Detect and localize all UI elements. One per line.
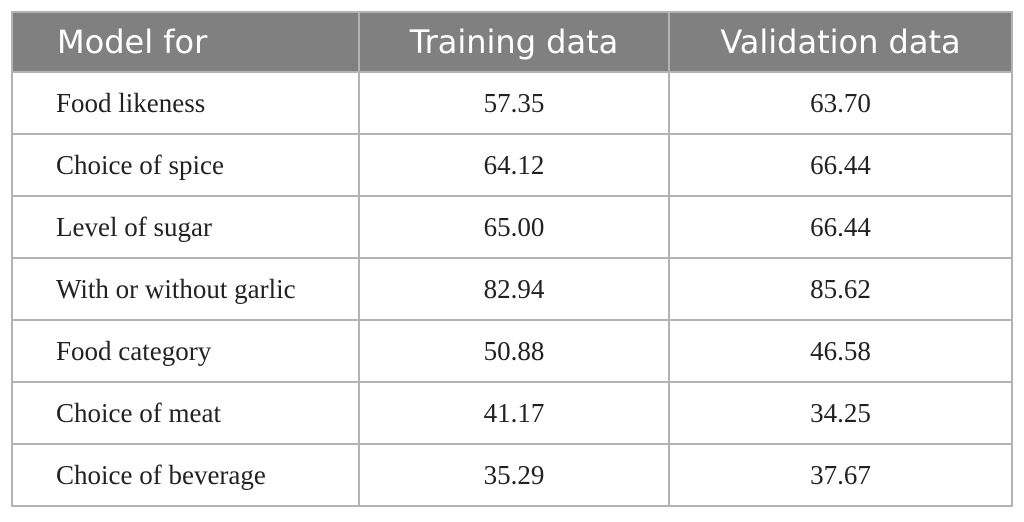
table-cell: Food category [11,319,360,383]
table-cell: 37.67 [668,443,1013,507]
table-cell: 66.44 [668,195,1013,259]
table-row: Choice of meat 41.17 34.25 [11,381,1013,445]
header-cell: Training data [358,11,670,73]
table-cell: Choice of meat [11,381,360,445]
table-cell: Choice of beverage [11,443,360,507]
table-cell: 34.25 [668,381,1013,445]
table-cell: 57.35 [358,71,670,135]
table-cell: 41.17 [358,381,670,445]
table-row: Food likeness 57.35 63.70 [11,71,1013,135]
table-cell: 63.70 [668,71,1013,135]
header-cell: Validation data [668,11,1013,73]
table-cell: 64.12 [358,133,670,197]
table-cell: 35.29 [358,443,670,507]
table-row: Food category 50.88 46.58 [11,319,1013,383]
table-cell: 85.62 [668,257,1013,321]
header-row: Model for Training data Validation data [11,11,1013,73]
table-cell: 46.58 [668,319,1013,383]
header-cell: Model for [11,11,360,73]
table-row: Choice of beverage 35.29 37.67 [11,443,1013,507]
table-cell: 66.44 [668,133,1013,197]
table-header: Model for Training data Validation data [11,11,1013,73]
table-body: Food likeness 57.35 63.70 Choice of spice 64… [11,71,1013,507]
table-cell: 82.94 [358,257,670,321]
table-cell: With or without garlic [11,257,360,321]
table-cell: 50.88 [358,319,670,383]
table-cell: Level of sugar [11,195,360,259]
table-cell: Choice of spice [11,133,360,197]
table-row: With or without garlic 82.94 85.62 [11,257,1013,321]
results-table: Model for Training data Validation data Fo… [11,11,1013,507]
table-row: Choice of spice 64.12 66.44 [11,133,1013,197]
table-cell: Food likeness [11,71,360,135]
table-cell: 65.00 [358,195,670,259]
table-row: Level of sugar 65.00 66.44 [11,195,1013,259]
